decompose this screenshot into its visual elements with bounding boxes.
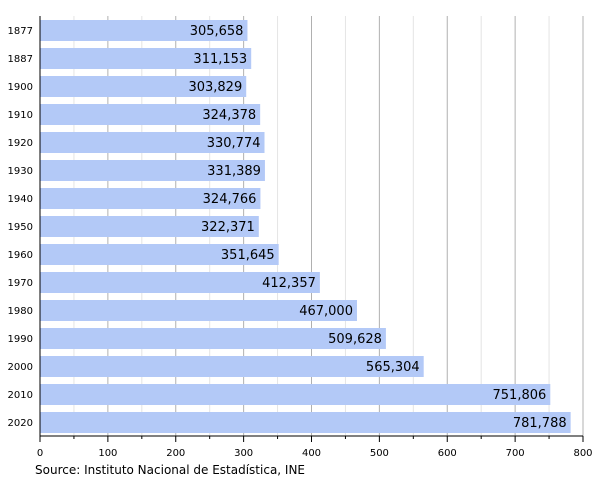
- x-tick-label: 500: [370, 448, 389, 459]
- category-label: 1900: [8, 82, 33, 93]
- bar-value-label: 322,371: [201, 220, 255, 235]
- bar: [40, 244, 279, 265]
- bar-value-label: 324,766: [203, 192, 257, 207]
- category-label: 2010: [8, 390, 33, 401]
- bar: [40, 328, 386, 349]
- category-label: 1950: [8, 222, 33, 233]
- x-tick-label: 200: [166, 448, 185, 459]
- bar: [40, 20, 248, 41]
- x-tick-label: 700: [506, 448, 525, 459]
- category-label: 2020: [8, 418, 33, 429]
- bar-value-label: 351,645: [221, 248, 275, 263]
- bar-value-label: 565,304: [366, 360, 420, 375]
- category-label: 1970: [8, 278, 33, 289]
- bar: [40, 384, 551, 405]
- category-label: 1990: [8, 334, 33, 345]
- x-tick-label: 100: [98, 448, 117, 459]
- x-tick-label: 0: [37, 448, 43, 459]
- bar-value-label: 311,153: [193, 52, 247, 67]
- bar: [40, 300, 357, 321]
- bar: [40, 216, 259, 237]
- x-tick-label: 800: [573, 448, 592, 459]
- category-label: 1920: [8, 138, 33, 149]
- bar-value-label: 305,658: [190, 24, 244, 39]
- x-tick-label: 400: [302, 448, 321, 459]
- category-label: 1930: [8, 166, 33, 177]
- bar: [40, 356, 424, 377]
- category-label: 1910: [8, 110, 33, 121]
- bar: [40, 188, 261, 209]
- bar: [40, 48, 252, 69]
- bar-value-label: 751,806: [493, 388, 547, 403]
- bar: [40, 272, 320, 293]
- category-label: 2000: [8, 362, 33, 373]
- bar-value-label: 781,788: [513, 416, 567, 431]
- category-label: 1940: [8, 194, 33, 205]
- bar: [40, 412, 571, 433]
- category-label: 1887: [8, 54, 33, 65]
- source-note: Source: Instituto Nacional de Estadístic…: [35, 463, 306, 477]
- x-tick-label: 300: [234, 448, 253, 459]
- bar: [40, 76, 247, 97]
- bar-value-label: 324,378: [202, 108, 256, 123]
- category-label: 1960: [8, 250, 33, 261]
- bar: [40, 104, 261, 125]
- bar: [40, 160, 265, 181]
- category-label: 1980: [8, 306, 33, 317]
- bar-value-label: 509,628: [328, 332, 382, 347]
- bar-value-label: 412,357: [262, 276, 316, 291]
- bar-value-label: 331,389: [207, 164, 261, 179]
- category-label: 1877: [8, 26, 33, 37]
- bar-value-label: 330,774: [207, 136, 261, 151]
- bar-value-label: 467,000: [299, 304, 353, 319]
- bar: [40, 132, 265, 153]
- bar-value-label: 303,829: [188, 80, 242, 95]
- x-tick-label: 600: [438, 448, 457, 459]
